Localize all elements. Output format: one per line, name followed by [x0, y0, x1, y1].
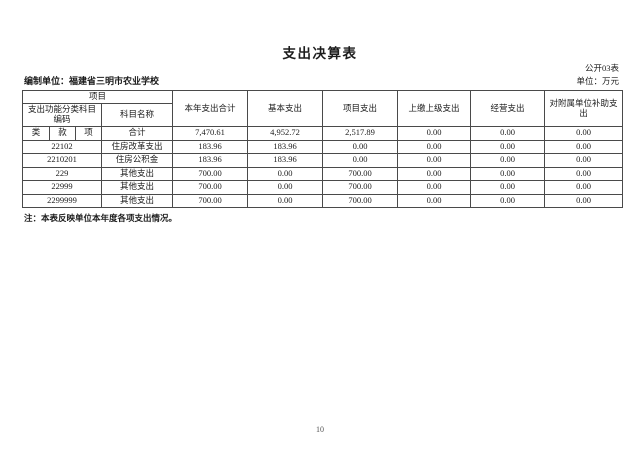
- value-cell: 0.00: [247, 193, 324, 208]
- header-cell-upturned-expenditure: 上缴上级支出: [397, 90, 472, 127]
- header-cell-project-expenditure: 项目支出: [322, 90, 399, 127]
- header-cell-total-expenditure: 本年支出合计: [172, 90, 249, 127]
- code-cell: 229: [22, 166, 102, 181]
- total-value-cell: 7,470.61: [172, 126, 249, 141]
- value-cell: 700.00: [172, 166, 249, 181]
- code-cell: 22102: [22, 139, 102, 154]
- expenditure-table: 项目 本年支出合计 基本支出 项目支出 上缴上级支出 经营支出 对附属单位补助支…: [21, 90, 624, 208]
- value-cell: 0.00: [247, 180, 324, 195]
- total-value-cell: 0.00: [544, 126, 624, 141]
- value-cell: 700.00: [322, 166, 399, 181]
- name-cell: 其他支出: [100, 193, 174, 208]
- header-cell-project: 项目: [21, 90, 174, 104]
- value-cell: 0.00: [397, 139, 472, 154]
- value-cell: 0.00: [544, 180, 624, 195]
- page-title: 支出决算表: [282, 46, 358, 61]
- code-cell: 22999: [22, 180, 102, 195]
- table-row: 2210201 住房公积金 183.96 183.96 0.00 0.00 0.…: [22, 153, 624, 168]
- name-cell: 其他支出: [100, 180, 174, 195]
- value-cell: 0.00: [397, 193, 472, 208]
- total-value-cell: 2,517.89: [322, 126, 399, 141]
- currency-unit-label: 单位：万元: [576, 76, 619, 86]
- value-cell: 0.00: [322, 153, 399, 168]
- value-cell: 0.00: [322, 139, 399, 154]
- value-cell: 0.00: [247, 166, 324, 181]
- unit-row: 编制单位：福建省三明市农业学校 单位：万元: [24, 74, 619, 87]
- page-number: 10: [316, 425, 324, 434]
- header-cell-item: 项: [75, 126, 102, 141]
- code-cell: 2210201: [22, 153, 102, 168]
- header-cell-subsidy-expenditure: 对附属单位补助支出: [544, 90, 624, 127]
- compiling-unit-label: 编制单位：福建省三明市农业学校: [24, 76, 160, 86]
- value-cell: 700.00: [322, 193, 399, 208]
- value-cell: 0.00: [470, 180, 546, 195]
- value-cell: 0.00: [544, 166, 624, 181]
- name-cell: 住房改革支出: [100, 139, 174, 154]
- value-cell: 183.96: [172, 153, 249, 168]
- value-cell: 0.00: [470, 153, 546, 168]
- header-cell-class: 类: [22, 126, 50, 141]
- value-cell: 700.00: [172, 180, 249, 195]
- footnote: 注：本表反映单位本年度各项支出情况。: [24, 213, 178, 223]
- value-cell: 183.96: [172, 139, 249, 154]
- value-cell: 0.00: [470, 193, 546, 208]
- value-cell: 0.00: [397, 166, 472, 181]
- header-cell-operating-expenditure: 经营支出: [470, 90, 546, 127]
- total-row: 类 款 项 合计 7,470.61 4,952.72 2,517.89 0.00…: [22, 126, 624, 141]
- value-cell: 0.00: [544, 193, 624, 208]
- header-cell-basic-expenditure: 基本支出: [247, 90, 324, 127]
- form-code-label: 公开03表: [584, 63, 619, 73]
- total-value-cell: 4,952.72: [247, 126, 324, 141]
- value-cell: 0.00: [544, 139, 624, 154]
- header-cell-subject-name: 科目名称: [100, 103, 174, 127]
- header-row-project: 项目 本年支出合计 基本支出 项目支出 上缴上级支出 经营支出 对附属单位补助支…: [21, 90, 624, 127]
- value-cell: 700.00: [172, 193, 249, 208]
- table-row: 2299999 其他支出 700.00 0.00 700.00 0.00 0.0…: [22, 193, 624, 208]
- name-cell: 其他支出: [100, 166, 174, 181]
- table-row: 22102 住房改革支出 183.96 183.96 0.00 0.00 0.0…: [22, 139, 624, 154]
- header-row-subgroups: 支出功能分类科目编码 科目名称: [22, 103, 623, 127]
- value-cell: 0.00: [544, 153, 624, 168]
- table-row: 22999 其他支出 700.00 0.00 700.00 0.00 0.00 …: [22, 180, 624, 195]
- header-cell-function-code: 支出功能分类科目编码: [22, 103, 102, 127]
- value-cell: 0.00: [470, 139, 546, 154]
- value-cell: 0.00: [397, 153, 472, 168]
- value-cell: 0.00: [470, 166, 546, 181]
- value-cell: 183.96: [247, 153, 324, 168]
- value-cell: 0.00: [397, 180, 472, 195]
- value-cell: 183.96: [247, 139, 324, 154]
- name-cell: 住房公积金: [100, 153, 174, 168]
- total-value-cell: 0.00: [397, 126, 472, 141]
- header-cell-section: 款: [49, 126, 76, 141]
- value-cell: 700.00: [322, 180, 399, 195]
- total-value-cell: 0.00: [470, 126, 546, 141]
- code-cell: 2299999: [22, 193, 102, 208]
- table-row: 229 其他支出 700.00 0.00 700.00 0.00 0.00 0.…: [22, 166, 624, 181]
- total-row-label: 合计: [100, 126, 174, 141]
